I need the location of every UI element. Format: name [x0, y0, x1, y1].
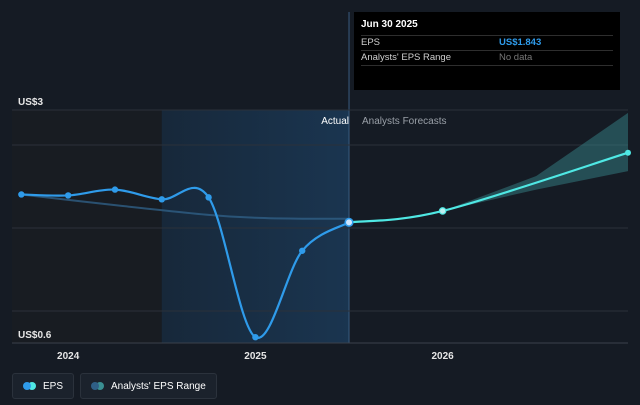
series-1-point-1 — [438, 207, 447, 215]
actual-region-label: Actual — [321, 116, 349, 127]
range-legend-dot-forecast — [96, 382, 105, 390]
tooltip-eps-label: EPS — [361, 37, 381, 48]
hover-tooltip: Jun 30 2025 EPS US$1.843 Analysts' EPS R… — [354, 12, 620, 90]
eps-highlight-point — [344, 217, 354, 227]
range-legend-dot-actual — [91, 382, 100, 390]
series-0-point-5 — [252, 333, 259, 341]
legend-eps-range-label: Analysts' EPS Range — [111, 380, 206, 392]
x-tick-label-1: 2025 — [244, 351, 267, 362]
eps-legend-icon — [23, 382, 37, 390]
series-line-0 — [21, 186, 350, 339]
past-region-bg — [12, 110, 162, 343]
chart-gridlines — [12, 109, 628, 344]
eps-legend-dot-forecast — [28, 382, 36, 390]
series-0-point-6 — [299, 247, 306, 254]
tooltip-eps-value: US$1.843 — [499, 37, 542, 48]
series-points — [18, 149, 631, 341]
y-axis-top-label: US$3 — [18, 97, 43, 108]
series-0-point-4 — [205, 194, 212, 201]
forecast-end-point — [625, 149, 631, 156]
tooltip-range-value: No data — [499, 52, 533, 63]
eps-range-legend-icon — [91, 382, 105, 390]
forecast-range-area — [349, 112, 628, 223]
tooltip-range-label: Analysts' EPS Range — [361, 52, 451, 63]
chart-legend: EPS Analysts' EPS Range — [12, 373, 217, 399]
series-0-point-1 — [64, 192, 72, 199]
axis-labels: US$3 US$0.6 Actual Analysts Forecasts 20… — [18, 97, 454, 362]
tooltip-date: Jun 30 2025 — [361, 19, 613, 36]
actual-region-highlight — [161, 110, 350, 343]
series-0-point-3 — [158, 196, 165, 203]
analyst-estimate-line — [21, 193, 350, 220]
series-lines — [21, 151, 629, 339]
series-0-point-0 — [18, 191, 25, 198]
forecast-range-band — [349, 112, 628, 223]
chart-background — [12, 12, 350, 343]
tooltip-row-eps: EPS US$1.843 — [361, 36, 613, 51]
legend-eps-label: EPS — [43, 380, 64, 392]
legend-item-eps[interactable]: EPS — [12, 373, 75, 399]
tooltip-row-range: Analysts' EPS Range No data — [361, 51, 613, 66]
series-0-point-2 — [111, 186, 119, 193]
eps-legend-dot-actual — [23, 382, 31, 390]
x-tick-label-2: 2026 — [432, 351, 455, 362]
forecast-region-label: Analysts Forecasts — [362, 116, 446, 127]
y-axis-bottom-label: US$0.6 — [18, 330, 52, 341]
legend-item-eps-range[interactable]: Analysts' EPS Range — [80, 373, 217, 399]
series-line-1 — [348, 151, 629, 224]
x-tick-label-0: 2024 — [57, 351, 80, 362]
